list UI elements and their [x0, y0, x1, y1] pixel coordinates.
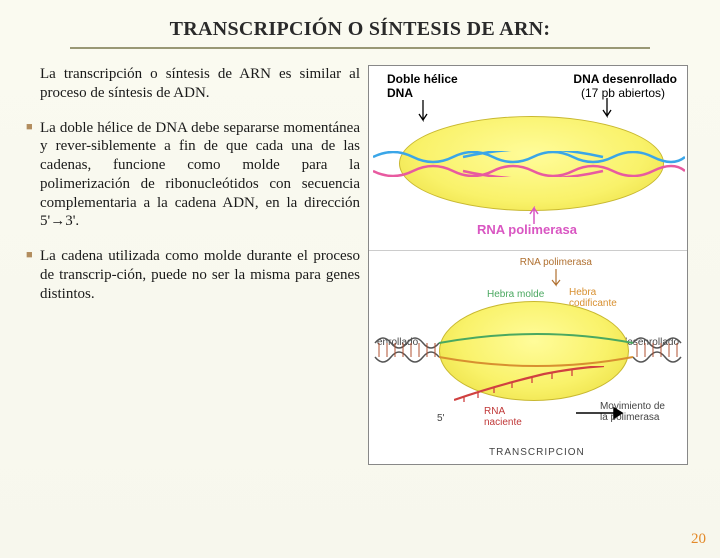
bullet-text: La cadena utilizada como molde durante e…	[40, 247, 360, 303]
bullet-text: La doble hélice de DNA debe separarse mo…	[40, 119, 360, 232]
rna-strand-icon	[454, 366, 604, 402]
diagram-bottom: RNA polimerasa enrollado desenrollado He…	[369, 251, 687, 464]
label-dna-unrolled: DNA desenrollado	[573, 72, 677, 86]
page-title: TRANSCRIPCIÓN O SÍNTESIS DE ARN:	[40, 18, 680, 41]
label-rna-polymerase: RNA polimerasa	[477, 222, 577, 237]
arrow-icon	[415, 100, 433, 126]
arrow-icon	[549, 269, 563, 291]
text-column: La transcripción o síntesis de ARN es si…	[40, 65, 360, 465]
bullet-icon: ■	[26, 119, 40, 232]
diagram-panel: Doble hélice DNA DNA desenrollado (17 pb…	[368, 65, 688, 465]
arrow-icon	[527, 206, 541, 224]
diagram-top: Doble hélice DNA DNA desenrollado (17 pb…	[369, 66, 687, 251]
label-hebra-molde: Hebra molde	[487, 289, 544, 300]
arrow-icon	[599, 98, 617, 122]
bullet-icon: ■	[26, 247, 40, 303]
content-row: La transcripción o síntesis de ARN es si…	[0, 49, 720, 465]
intro-paragraph: La transcripción o síntesis de ARN es si…	[40, 65, 360, 103]
label-transcripcion: TRANSCRIPCION	[489, 447, 585, 458]
bullet-item: ■ La cadena utilizada como molde durante…	[40, 247, 360, 303]
label-bp-open: (17 pb abiertos)	[581, 86, 665, 100]
label-5prime: 5'	[437, 413, 444, 424]
movement-arrow-icon	[574, 406, 629, 420]
bullet-item: ■ La doble hélice de DNA debe separarse …	[40, 119, 360, 232]
label-rna-naciente: RNA naciente	[484, 406, 522, 428]
title-block: TRANSCRIPCIÓN O SÍNTESIS DE ARN:	[40, 18, 680, 49]
label-double-helix: Doble hélice DNA	[387, 72, 458, 100]
dna-helix-icon	[373, 331, 685, 369]
dna-helix-icon	[373, 151, 685, 177]
label-rna-polymerase-small: RNA polimerasa	[520, 257, 592, 268]
